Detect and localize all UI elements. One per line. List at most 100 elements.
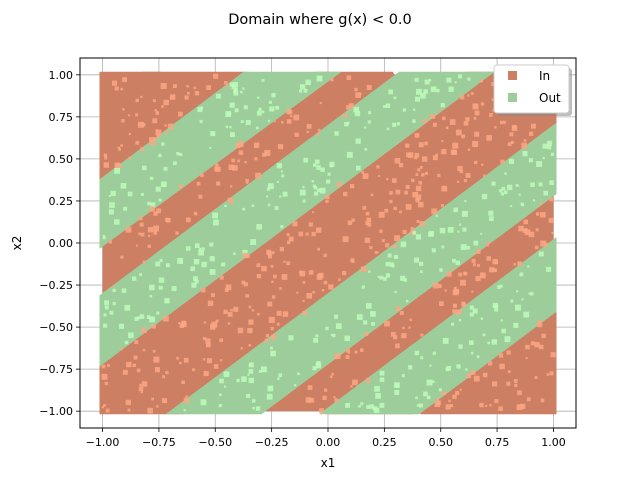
sample-point (525, 357, 528, 360)
sample-point (504, 336, 511, 343)
sample-point (323, 388, 328, 392)
sample-point (323, 280, 328, 285)
sample-point (121, 119, 125, 123)
sample-point (152, 137, 157, 141)
sample-point (405, 299, 409, 303)
sample-point (414, 96, 421, 102)
sample-point (302, 299, 305, 302)
sample-point (317, 188, 321, 192)
sample-point (211, 321, 218, 328)
y-tick-label: −0.50 (39, 321, 73, 334)
sample-point (450, 322, 455, 326)
sample-point (458, 318, 462, 322)
sample-point (470, 92, 474, 95)
sample-point (305, 232, 309, 236)
sample-point (499, 120, 504, 125)
sample-point (540, 212, 546, 218)
sample-point (351, 260, 355, 263)
sample-point (270, 326, 274, 331)
sample-point (114, 162, 120, 168)
sample-point (118, 323, 125, 329)
sample-point (499, 363, 505, 370)
sample-point (517, 390, 522, 396)
sample-point (255, 172, 262, 179)
sample-point (530, 341, 535, 346)
sample-point (486, 256, 491, 261)
sample-point (414, 350, 420, 356)
sample-point (267, 183, 274, 190)
sample-point (225, 284, 232, 291)
sample-point (138, 216, 143, 221)
sample-point (155, 186, 161, 192)
sample-point (457, 165, 463, 172)
sample-point (423, 89, 428, 94)
sample-point (442, 391, 447, 396)
sample-point (126, 361, 132, 368)
sample-point (392, 122, 397, 127)
sample-point (147, 244, 151, 248)
sample-point (229, 82, 235, 87)
sample-point (138, 232, 141, 236)
sample-point (288, 236, 294, 242)
sample-point (469, 340, 474, 345)
sample-point (104, 305, 109, 310)
sample-point (334, 353, 341, 360)
sample-point (424, 171, 429, 175)
sample-point (184, 95, 189, 100)
sample-point (173, 161, 177, 166)
sample-point (389, 262, 395, 267)
sample-point (332, 333, 336, 338)
sample-point (273, 120, 276, 123)
sample-point (135, 113, 139, 117)
sample-point (349, 184, 355, 189)
sample-point (240, 347, 243, 350)
sample-point (365, 377, 371, 383)
sample-point (458, 223, 462, 226)
sample-point (414, 152, 420, 158)
sample-point (354, 110, 361, 117)
sample-point (165, 217, 170, 222)
sample-point (379, 275, 384, 280)
sample-point (316, 227, 322, 233)
sample-point (412, 108, 416, 111)
sample-point (237, 141, 244, 148)
sample-point (134, 316, 139, 321)
sample-point (529, 131, 534, 136)
sample-point (512, 124, 517, 129)
sample-point (192, 368, 196, 372)
sample-point (418, 142, 424, 148)
sample-point (376, 251, 379, 254)
sample-point (515, 304, 521, 311)
sample-point (114, 86, 119, 91)
sample-point (248, 319, 254, 325)
sample-point (165, 263, 170, 268)
sample-point (140, 232, 145, 237)
sample-point (356, 314, 363, 320)
sample-point (435, 153, 438, 157)
sample-point (109, 202, 115, 208)
sample-point (518, 193, 521, 196)
sample-point (455, 391, 460, 396)
sample-point (418, 180, 423, 185)
sample-point (314, 159, 320, 165)
sample-point (307, 385, 313, 390)
sample-point (487, 241, 491, 244)
sample-point (258, 369, 262, 373)
sample-point (379, 229, 383, 233)
sample-point (149, 294, 153, 298)
sample-point (128, 156, 132, 160)
sample-point (419, 221, 426, 227)
sample-point (416, 88, 422, 95)
sample-point (148, 234, 151, 237)
sample-point (319, 101, 322, 105)
sample-point (154, 109, 157, 112)
sample-point (305, 79, 311, 86)
sample-point (123, 206, 127, 211)
sample-point (409, 231, 414, 236)
sample-point (245, 181, 249, 184)
sample-point (416, 404, 420, 407)
sample-point (194, 91, 200, 96)
sample-point (238, 150, 244, 155)
sample-point (162, 315, 169, 322)
